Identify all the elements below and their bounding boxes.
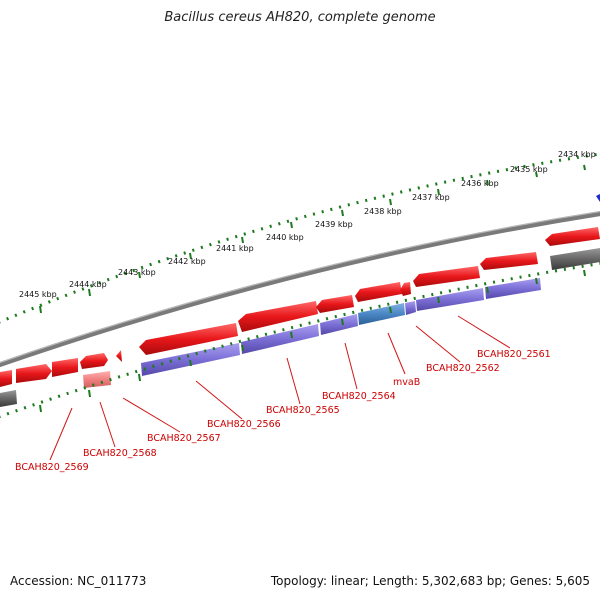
gene-label: BCAH820_2562 bbox=[426, 363, 500, 374]
ruler-label: 2443 kbp bbox=[118, 268, 156, 277]
cds-band bbox=[241, 324, 319, 354]
gene-label: BCAH820_2569 bbox=[15, 462, 89, 473]
accession-text: Accession: NC_011773 bbox=[10, 574, 147, 588]
gene-arrow bbox=[0, 370, 12, 387]
gene-arrow bbox=[116, 350, 122, 362]
ruler-label: 2437 kbp bbox=[412, 193, 450, 202]
leader-lines bbox=[49, 315, 511, 461]
gene-labels: BCAH820_2561 BCAH820_2562 mvaB BCAH820_2… bbox=[15, 349, 551, 473]
ruler-label: 2438 kbp bbox=[364, 207, 402, 216]
gene-arrow bbox=[52, 358, 78, 377]
gray-band bbox=[550, 248, 600, 270]
gray-bands bbox=[0, 248, 600, 407]
ruler-label: 2440 kbp bbox=[266, 233, 304, 242]
gene-arrow bbox=[480, 252, 538, 270]
map-title: Bacillus cereus AH820, complete genome bbox=[164, 10, 436, 25]
ruler-label: 2434 kbp bbox=[558, 150, 596, 159]
cds-bands bbox=[141, 278, 541, 376]
gene-arrow bbox=[413, 266, 480, 287]
ruler-label: 2445 kbp bbox=[19, 290, 57, 299]
ruler-label: 2435 kbp bbox=[510, 165, 548, 174]
cds-band bbox=[416, 288, 484, 311]
ruler-label: 2442 kbp bbox=[168, 257, 206, 266]
gene-arrow bbox=[400, 282, 411, 296]
gene-arrow bbox=[80, 353, 108, 369]
cds-band bbox=[485, 278, 541, 299]
outer-ruler-dots bbox=[0, 152, 600, 324]
ruler-label: 2441 kbp bbox=[216, 244, 254, 253]
gene-label: BCAH820_2561 bbox=[477, 349, 551, 360]
gene-label: BCAH820_2568 bbox=[83, 448, 157, 459]
genome-summary-text: Topology: linear; Length: 5,302,683 bp; … bbox=[270, 574, 590, 588]
gene-arrow bbox=[316, 295, 354, 313]
gene-arrow bbox=[16, 364, 52, 383]
gene-arrow bbox=[545, 227, 600, 246]
gray-band bbox=[0, 390, 17, 407]
cds-band bbox=[320, 314, 358, 335]
pink-band bbox=[83, 371, 111, 388]
outer-ruler-major-ticks bbox=[39, 164, 586, 314]
genome-backbone bbox=[0, 211, 600, 368]
inner-ruler-dots bbox=[0, 262, 600, 419]
forward-genes bbox=[0, 227, 600, 387]
gene-arrow bbox=[238, 301, 318, 332]
gene-arrow bbox=[139, 323, 238, 355]
cds-band bbox=[358, 303, 405, 325]
gene-arrow bbox=[355, 282, 402, 302]
gene-label: BCAH820_2566 bbox=[207, 419, 281, 430]
inner-ruler-major-ticks bbox=[39, 269, 586, 413]
genome-backbone-highlight bbox=[0, 210, 600, 364]
gene-label: BCAH820_2567 bbox=[147, 433, 221, 444]
gene-label: BCAH820_2565 bbox=[266, 405, 340, 416]
ruler-labels: 2434 kbp 2435 kbp 2436 kbp 2437 kbp 2438… bbox=[19, 150, 596, 299]
blue-marker-arrow bbox=[596, 194, 600, 202]
cds-band bbox=[141, 343, 240, 376]
cds-band bbox=[405, 301, 416, 315]
ruler-label: 2444 kbp bbox=[69, 280, 107, 289]
gene-label: BCAH820_2564 bbox=[322, 391, 396, 402]
gene-label: mvaB bbox=[393, 377, 420, 388]
ruler-label: 2439 kbp bbox=[315, 220, 353, 229]
ruler-label: 2436 kbp bbox=[461, 179, 499, 188]
